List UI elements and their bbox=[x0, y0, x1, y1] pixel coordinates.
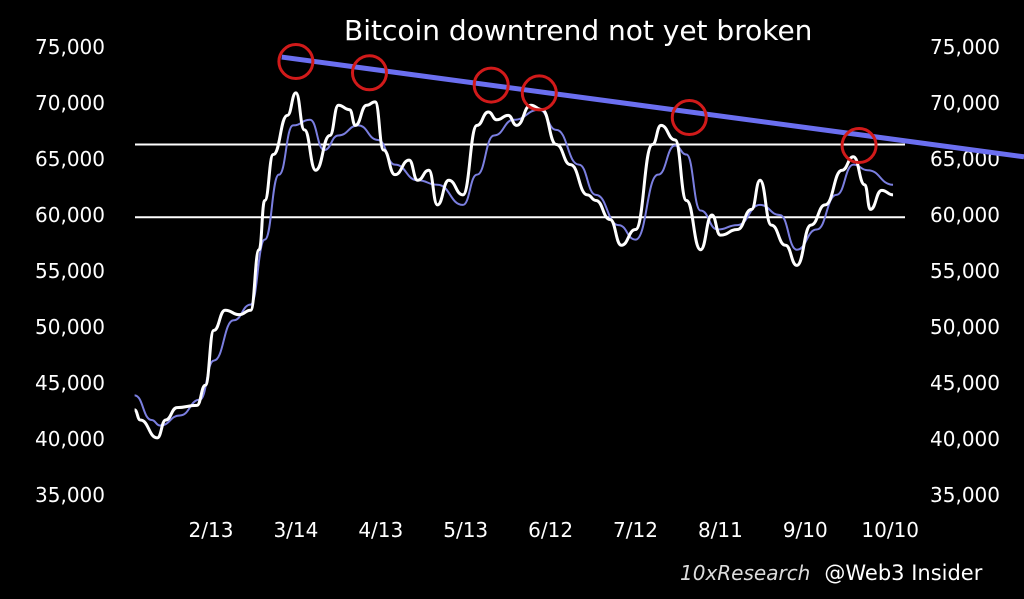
x-tick-label: 7/12 bbox=[613, 518, 658, 542]
peak-circle bbox=[520, 74, 558, 112]
y-axis-left: 35,000 40,000 45,000 50,000 55,000 60,000 65,0… bbox=[35, 35, 105, 507]
y-tick-label-right: 60,000 bbox=[930, 203, 1000, 227]
x-tick-label: 5/13 bbox=[443, 518, 488, 542]
peak-circle bbox=[277, 43, 315, 81]
peak-circle bbox=[472, 66, 510, 104]
y-tick-label-right: 70,000 bbox=[930, 91, 1000, 115]
price-line bbox=[133, 91, 894, 440]
y-tick-label-left: 55,000 bbox=[35, 259, 105, 283]
y-tick-label-right: 55,000 bbox=[930, 259, 1000, 283]
trend-line-group bbox=[281, 54, 1024, 160]
peak-circle bbox=[840, 127, 878, 165]
y-tick-label-right: 40,000 bbox=[930, 427, 1000, 451]
watermark-10xresearch: 10xResearch bbox=[680, 561, 811, 585]
y-tick-label-left: 70,000 bbox=[35, 91, 105, 115]
x-axis: 2/13 3/14 4/13 5/13 6/12 7/12 8/11 9/10 10/10 bbox=[189, 518, 919, 542]
support-resistance-lines bbox=[135, 143, 905, 219]
y-tick-label-left: 65,000 bbox=[35, 147, 105, 171]
chart-title: Bitcoin downtrend not yet broken bbox=[344, 14, 813, 47]
y-axis-right: 35,00040,00045,00050,00055,00060,00065,0… bbox=[930, 35, 1000, 507]
x-tick-label: 3/14 bbox=[273, 518, 318, 542]
y-tick-label-right: 45,000 bbox=[930, 371, 1000, 395]
y-tick-label-left: 35,000 bbox=[35, 483, 105, 507]
peak-circle bbox=[350, 54, 388, 92]
x-tick-label: 8/11 bbox=[698, 518, 743, 542]
watermark-web3-insider: @Web3 Insider bbox=[824, 561, 983, 585]
peak-circle bbox=[670, 99, 708, 137]
y-tick-label-right: 50,000 bbox=[930, 315, 1000, 339]
x-tick-label: 6/12 bbox=[528, 518, 573, 542]
y-tick-label-left: 75,000 bbox=[35, 35, 105, 59]
downtrend-line bbox=[281, 54, 1024, 160]
y-tick-label-left: 50,000 bbox=[35, 315, 105, 339]
watermarks: 10xResearch @Web3 Insider bbox=[680, 561, 982, 585]
x-tick-label: 9/10 bbox=[783, 518, 828, 542]
moving-average-line bbox=[134, 108, 894, 427]
y-tick-label-left: 45,000 bbox=[35, 371, 105, 395]
x-tick-label: 4/13 bbox=[358, 518, 403, 542]
x-tick-label: 10/10 bbox=[861, 518, 919, 542]
y-tick-label-left: 40,000 bbox=[35, 427, 105, 451]
y-tick-label-right: 35,000 bbox=[930, 483, 1000, 507]
y-tick-label-left: 60,000 bbox=[35, 203, 105, 227]
series-lines bbox=[133, 91, 894, 440]
peak-markers bbox=[277, 43, 878, 165]
y-tick-label-right: 75,000 bbox=[930, 35, 1000, 59]
x-tick-label: 2/13 bbox=[189, 518, 234, 542]
